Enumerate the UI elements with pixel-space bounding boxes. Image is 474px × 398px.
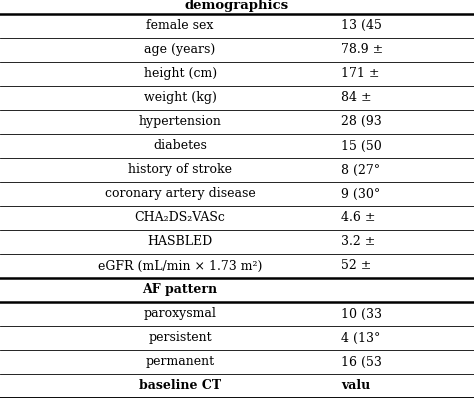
Text: 78.9 ±: 78.9 ± <box>341 43 383 57</box>
Text: 4.6 ±: 4.6 ± <box>341 211 376 224</box>
Text: 28 (93: 28 (93 <box>341 115 382 129</box>
Text: 84 ±: 84 ± <box>341 92 372 104</box>
Text: demographics: demographics <box>185 0 289 12</box>
Text: 16 (53: 16 (53 <box>341 355 382 369</box>
Text: paroxysmal: paroxysmal <box>144 308 217 320</box>
Text: 13 (45: 13 (45 <box>341 20 382 32</box>
Text: 9 (30°: 9 (30° <box>341 187 381 201</box>
Text: valu: valu <box>341 380 371 392</box>
Text: hypertension: hypertension <box>139 115 221 129</box>
Text: 4 (13°: 4 (13° <box>341 332 381 345</box>
Text: CHA₂DS₂VASc: CHA₂DS₂VASc <box>135 211 226 224</box>
Text: coronary artery disease: coronary artery disease <box>105 187 255 201</box>
Text: eGFR (mL/min × 1.73 m²): eGFR (mL/min × 1.73 m²) <box>98 259 262 273</box>
Text: age (years): age (years) <box>145 43 216 57</box>
Text: 3.2 ±: 3.2 ± <box>341 236 376 248</box>
Text: HASBLED: HASBLED <box>147 236 213 248</box>
Text: permanent: permanent <box>146 355 215 369</box>
Text: diabetes: diabetes <box>153 139 207 152</box>
Text: persistent: persistent <box>148 332 212 345</box>
Text: 52 ±: 52 ± <box>341 259 372 273</box>
Text: 15 (50: 15 (50 <box>341 139 382 152</box>
Text: height (cm): height (cm) <box>144 67 217 80</box>
Text: 171 ±: 171 ± <box>341 67 380 80</box>
Text: AF pattern: AF pattern <box>143 283 218 297</box>
Text: history of stroke: history of stroke <box>128 164 232 176</box>
Text: 8 (27°: 8 (27° <box>341 164 381 176</box>
Text: baseline CT: baseline CT <box>139 380 221 392</box>
Text: 10 (33: 10 (33 <box>341 308 382 320</box>
Text: female sex: female sex <box>146 20 214 32</box>
Text: weight (kg): weight (kg) <box>144 92 217 104</box>
